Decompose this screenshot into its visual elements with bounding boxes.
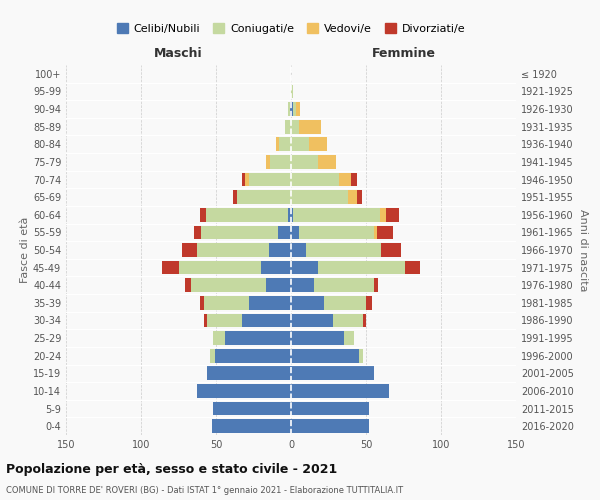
- Bar: [261, 260, 291, 274]
- Text: Maschi: Maschi: [154, 46, 203, 60]
- Bar: [193, 226, 201, 239]
- Bar: [279, 138, 291, 151]
- Bar: [276, 138, 279, 151]
- Bar: [293, 102, 296, 116]
- Bar: [343, 331, 354, 345]
- Bar: [285, 120, 291, 134]
- Bar: [215, 349, 291, 362]
- Bar: [351, 172, 357, 186]
- Bar: [291, 384, 389, 398]
- Bar: [299, 226, 373, 239]
- Bar: [299, 120, 321, 134]
- Bar: [293, 208, 380, 222]
- Bar: [249, 296, 291, 310]
- Bar: [291, 331, 343, 345]
- Bar: [291, 296, 324, 310]
- Bar: [191, 278, 265, 292]
- Bar: [199, 296, 204, 310]
- Bar: [162, 260, 179, 274]
- Bar: [185, 278, 191, 292]
- Bar: [241, 314, 291, 328]
- Bar: [291, 402, 369, 415]
- Bar: [201, 226, 277, 239]
- Bar: [377, 226, 393, 239]
- Bar: [213, 331, 225, 345]
- Bar: [288, 102, 290, 116]
- Bar: [182, 243, 197, 257]
- Bar: [288, 208, 291, 222]
- Bar: [291, 190, 348, 204]
- Bar: [291, 138, 309, 151]
- Bar: [291, 243, 306, 257]
- Bar: [179, 260, 261, 274]
- Bar: [291, 226, 299, 239]
- Bar: [405, 260, 420, 274]
- Text: Popolazione per età, sesso e stato civile - 2021: Popolazione per età, sesso e stato civil…: [6, 462, 337, 475]
- Bar: [265, 278, 291, 292]
- Bar: [291, 172, 339, 186]
- Bar: [291, 278, 314, 292]
- Text: COMUNE DI TORRE DE' ROVERI (BG) - Dati ISTAT 1° gennaio 2021 - Elaborazione TUTT: COMUNE DI TORRE DE' ROVERI (BG) - Dati I…: [6, 486, 403, 495]
- Bar: [197, 384, 291, 398]
- Bar: [277, 226, 291, 239]
- Bar: [204, 314, 207, 328]
- Bar: [324, 296, 366, 310]
- Bar: [339, 172, 351, 186]
- Bar: [205, 208, 288, 222]
- Bar: [291, 314, 333, 328]
- Bar: [199, 208, 205, 222]
- Bar: [249, 172, 291, 186]
- Bar: [213, 402, 291, 415]
- Bar: [386, 208, 399, 222]
- Bar: [212, 420, 291, 433]
- Bar: [291, 366, 373, 380]
- Bar: [237, 190, 291, 204]
- Bar: [291, 84, 293, 98]
- Bar: [210, 349, 215, 362]
- Bar: [318, 260, 405, 274]
- Bar: [291, 102, 293, 116]
- Bar: [207, 314, 241, 328]
- Bar: [291, 120, 299, 134]
- Bar: [306, 243, 381, 257]
- Bar: [363, 314, 366, 328]
- Bar: [290, 102, 291, 116]
- Bar: [225, 331, 291, 345]
- Bar: [366, 296, 372, 310]
- Bar: [270, 155, 291, 169]
- Bar: [265, 155, 270, 169]
- Bar: [373, 278, 378, 292]
- Bar: [241, 172, 245, 186]
- Legend: Celibi/Nubili, Coniugati/e, Vedovi/e, Divorziati/e: Celibi/Nubili, Coniugati/e, Vedovi/e, Di…: [112, 19, 470, 38]
- Bar: [381, 243, 401, 257]
- Y-axis label: Anni di nascita: Anni di nascita: [578, 209, 587, 291]
- Bar: [204, 296, 249, 310]
- Bar: [291, 155, 318, 169]
- Bar: [296, 102, 300, 116]
- Bar: [291, 349, 359, 362]
- Bar: [291, 420, 369, 433]
- Bar: [245, 172, 249, 186]
- Bar: [309, 138, 327, 151]
- Bar: [348, 190, 357, 204]
- Bar: [318, 155, 336, 169]
- Bar: [269, 243, 291, 257]
- Y-axis label: Fasce di età: Fasce di età: [20, 217, 30, 283]
- Bar: [333, 314, 363, 328]
- Bar: [373, 226, 377, 239]
- Bar: [207, 366, 291, 380]
- Bar: [380, 208, 386, 222]
- Bar: [233, 190, 237, 204]
- Bar: [291, 208, 293, 222]
- Text: Femmine: Femmine: [371, 46, 436, 60]
- Bar: [357, 190, 361, 204]
- Bar: [291, 260, 318, 274]
- Bar: [359, 349, 363, 362]
- Bar: [197, 243, 269, 257]
- Bar: [314, 278, 373, 292]
